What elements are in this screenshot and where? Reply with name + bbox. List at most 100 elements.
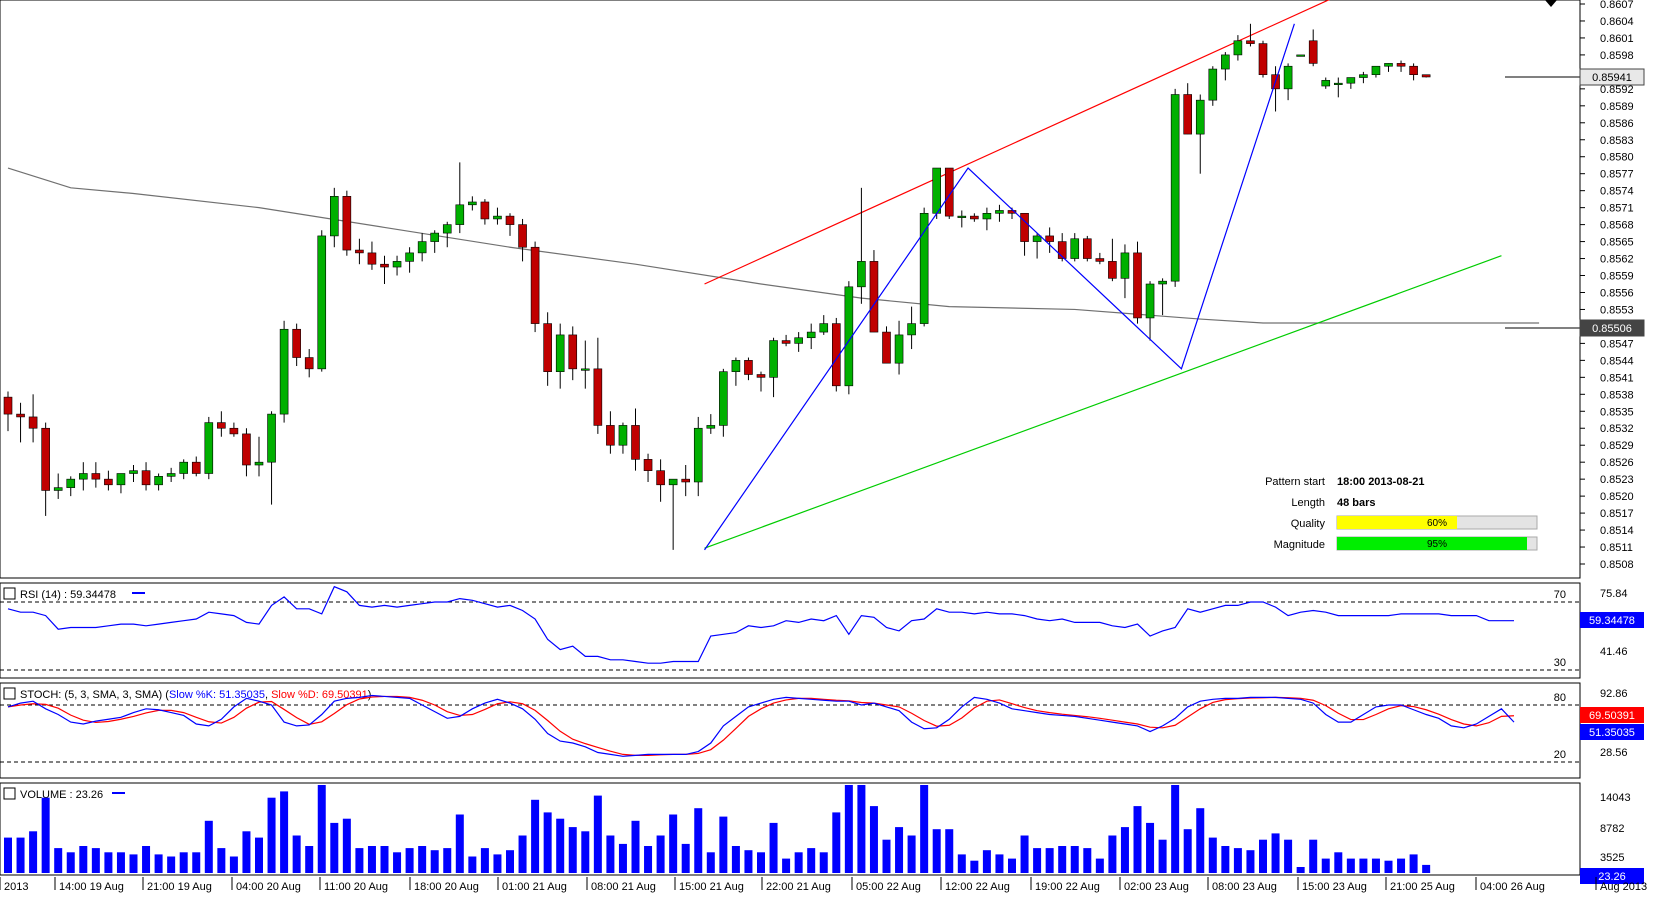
volume-bar — [957, 854, 966, 873]
volume-bar — [1233, 848, 1242, 873]
candle-body — [1095, 258, 1105, 262]
current-price-box — [1579, 68, 1645, 86]
candle-body — [1221, 54, 1230, 70]
stoch-lines — [7, 694, 1515, 757]
candle-body — [907, 323, 916, 336]
volume-bar — [342, 818, 351, 873]
length-label: Length — [1291, 497, 1325, 509]
volume-bar — [154, 854, 163, 873]
volume-bar — [192, 852, 201, 873]
candle-body — [882, 331, 891, 364]
candle-body — [995, 210, 1004, 214]
volume-bar — [1033, 848, 1042, 873]
candle-body — [693, 427, 703, 483]
volume-bar — [167, 856, 176, 873]
volume-bar — [1083, 848, 1092, 873]
volume-bar — [1284, 839, 1293, 873]
candle-body — [1334, 82, 1343, 85]
volume-bar — [493, 854, 502, 873]
candle-body — [242, 433, 251, 466]
volume-bar — [882, 839, 891, 873]
candle-body — [79, 473, 88, 480]
volume-bar — [1371, 858, 1380, 873]
volume-collapse-icon[interactable] — [3, 787, 16, 800]
price-tick-label: 0.8598 — [1600, 50, 1634, 62]
price-tick-label: 0.8526 — [1600, 457, 1634, 469]
time-label: Aug 2013 — [1600, 881, 1647, 893]
candle-body — [166, 473, 176, 477]
volume-bar — [656, 835, 665, 873]
candle-body — [317, 235, 327, 370]
volume-bar — [543, 812, 552, 873]
candle-body — [593, 368, 603, 426]
volume-bar — [418, 846, 427, 873]
rsi-collapse-icon[interactable] — [3, 587, 16, 600]
candle-body — [191, 461, 201, 474]
volume-bar — [405, 848, 414, 873]
volume-bar — [430, 850, 439, 873]
volume-bar — [1334, 852, 1343, 873]
price-panel[interactable] — [0, 0, 1581, 579]
candle-body — [204, 422, 214, 474]
candle-body — [543, 323, 552, 372]
candle-body — [656, 470, 665, 486]
candle-body — [869, 261, 879, 333]
candle-body — [580, 368, 590, 371]
volume-bar — [869, 806, 878, 873]
price-tick-label: 0.8508 — [1600, 559, 1634, 571]
candle-body — [254, 461, 264, 466]
price-tick-label: 0.8538 — [1600, 389, 1634, 401]
volume-bar — [844, 785, 853, 873]
candle-body — [1371, 65, 1381, 76]
time-label: 15:00 21 Aug — [679, 881, 744, 893]
candle-body — [392, 261, 402, 268]
candle-body — [631, 425, 640, 460]
price-tick-label: 0.8568 — [1600, 220, 1634, 232]
volume-bar — [468, 856, 477, 873]
candle-body — [668, 478, 678, 486]
candle-body — [1108, 261, 1117, 279]
ma-price-box — [1579, 319, 1645, 337]
volume-bar — [1422, 864, 1431, 873]
candle-body — [367, 252, 377, 265]
candle-body — [129, 470, 138, 474]
volume-bar — [1246, 850, 1255, 873]
candle-body — [342, 196, 352, 251]
volume-bar — [443, 848, 452, 873]
price-tick-label: 0.8553 — [1600, 304, 1634, 316]
scroll-marker-icon[interactable] — [1545, 0, 1557, 7]
candle-body — [606, 425, 615, 446]
candle-body — [41, 427, 50, 491]
stoch-collapse-icon[interactable] — [3, 687, 16, 700]
volume-bar — [1384, 860, 1393, 873]
candle-body — [179, 461, 188, 474]
candlestick-series — [3, 23, 1431, 550]
price-tick-label: 0.8577 — [1600, 169, 1634, 181]
volume-bar — [1221, 846, 1230, 873]
price-tick-label: 0.8601 — [1600, 33, 1634, 45]
price-tick-label: 0.8535 — [1600, 406, 1634, 418]
stoch-k-value: 51.35035 — [1589, 727, 1635, 739]
volume-bar — [631, 820, 640, 873]
stoch-label: STOCH: (5, 3, SMA, 3, SMA) (Slow %K: 51.… — [20, 689, 371, 701]
volume-bar — [54, 848, 63, 873]
volume-bar — [367, 846, 376, 873]
magnitude-value: 95% — [1427, 539, 1447, 550]
volume-bar — [618, 843, 627, 873]
volume-bar — [1346, 858, 1355, 873]
candle-body — [781, 340, 791, 344]
rsi-panel[interactable] — [0, 582, 1581, 679]
volume-bar — [1409, 854, 1418, 873]
volume-bar — [330, 822, 339, 873]
volume-bar — [91, 848, 100, 873]
zigzag-path — [704, 23, 1295, 551]
volume-bar — [744, 850, 753, 873]
volume-bar — [1208, 837, 1217, 873]
volume-bar — [518, 835, 527, 873]
candle-body — [430, 232, 440, 242]
candle-body — [1308, 40, 1318, 64]
channel-lines — [704, 0, 1502, 549]
candle-body — [1258, 43, 1268, 76]
volume-bar — [229, 856, 238, 873]
candle-body — [1083, 238, 1092, 259]
